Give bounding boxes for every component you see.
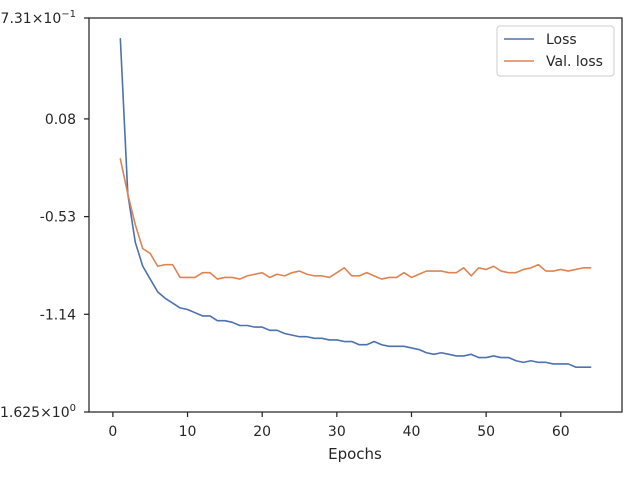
y-tick-label: 0.08 <box>45 112 76 128</box>
legend-label-1: Val. loss <box>546 54 603 70</box>
plot-background <box>89 18 622 412</box>
x-tick-label: 60 <box>552 424 570 440</box>
x-tick-label: 30 <box>328 424 346 440</box>
legend-label-0: Loss <box>546 32 577 48</box>
legend: Loss Val. loss <box>496 25 615 77</box>
y-tick-label: -1.14 <box>40 307 76 323</box>
series-line-1 <box>119 158 592 280</box>
x-tick-label: 40 <box>403 424 421 440</box>
y-axis: 7.31×10−1 0.08 -0.53 -1.14 1.625×100 <box>0 9 89 421</box>
y-tick-label: 7.31×10−1 <box>1 9 76 27</box>
x-tick-label: 0 <box>108 424 117 440</box>
x-tick-label: 10 <box>179 424 197 440</box>
x-tick-label: 20 <box>253 424 271 440</box>
series-layer <box>119 38 592 368</box>
y-tick-label: 1.625×100 <box>0 403 76 421</box>
x-axis-label: Epochs <box>328 445 382 463</box>
x-tick-label: 50 <box>477 424 495 440</box>
x-axis: 0 10 20 30 40 50 60 <box>108 412 570 440</box>
plot-frame <box>88 17 623 413</box>
series-line-0 <box>119 38 592 368</box>
y-tick-label: -0.53 <box>40 210 76 226</box>
